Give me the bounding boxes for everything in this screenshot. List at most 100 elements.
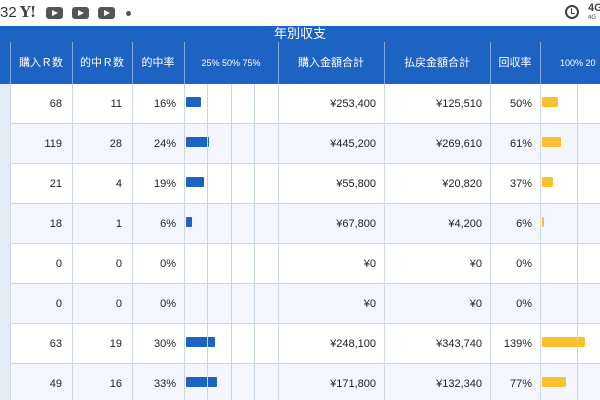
header-separator xyxy=(384,42,385,84)
cell-payout-total: ¥125,510 xyxy=(436,98,482,110)
notification-dot-icon xyxy=(126,11,131,16)
cell-payout-total: ¥343,740 xyxy=(436,338,482,350)
table-header: 購入Ｒ数 的中Ｒ数 的中率 25% 50% 75% 購入金額合計 払戻金額合計 … xyxy=(0,42,600,84)
cell-hit-races: 11 xyxy=(110,98,122,110)
header-recovery-rate[interactable]: 回収率 xyxy=(498,57,532,69)
table-row[interactable]: 18 1 6% ¥67,800 ¥4,200 6% xyxy=(0,204,600,244)
hit-rate-bar xyxy=(186,177,205,187)
header-recovery-scale: 100% 20 xyxy=(560,58,596,68)
hit-rate-gridline-75 xyxy=(254,84,255,400)
table-row[interactable]: 68 11 16% ¥253,400 ¥125,510 50% xyxy=(0,84,600,124)
cell-payout-total: ¥0 xyxy=(469,298,482,310)
status-bar: 32 Y! 4G 4G xyxy=(0,0,600,26)
cell-hit-races: 1 xyxy=(115,218,122,230)
recovery-rate-bar xyxy=(542,217,544,227)
youtube-icon xyxy=(98,7,115,19)
cell-hit-races: 0 xyxy=(115,298,122,310)
hit-rate-bar xyxy=(186,337,215,347)
cell-recovery-rate: 37% xyxy=(509,178,532,190)
network-type: 4G xyxy=(588,2,600,14)
cell-payout-total: ¥20,820 xyxy=(442,178,482,190)
cell-purchase-total: ¥445,200 xyxy=(330,138,376,150)
table-row[interactable]: 119 28 24% ¥445,200 ¥269,610 61% xyxy=(0,124,600,164)
network-sub: 4G xyxy=(588,15,597,21)
cell-hit-races: 16 xyxy=(109,378,122,390)
table-row[interactable]: 63 19 30% ¥248,100 ¥343,740 139% xyxy=(0,324,600,364)
cell-hit-rate: 19% xyxy=(153,178,176,190)
header-purchase-total[interactable]: 購入金額合計 xyxy=(298,57,364,69)
cell-recovery-rate: 139% xyxy=(503,338,532,350)
hit-rate-gridline-50 xyxy=(231,84,232,400)
column-separator xyxy=(132,84,133,400)
hit-rate-bar xyxy=(186,97,202,107)
header-hit-rate-scale: 25% 50% 75% xyxy=(201,58,261,68)
header-purchase-races[interactable]: 購入Ｒ数 xyxy=(19,57,63,69)
cell-hit-rate: 6% xyxy=(160,218,176,230)
hit-rate-bar xyxy=(186,377,218,387)
status-time: 32 xyxy=(0,4,17,21)
cell-purchase-races: 0 xyxy=(55,258,62,270)
cell-recovery-rate: 61% xyxy=(509,138,532,150)
cell-payout-total: ¥269,610 xyxy=(436,138,482,150)
row-year-stub xyxy=(0,244,10,284)
cell-hit-rate: 33% xyxy=(153,378,176,390)
cell-purchase-races: 68 xyxy=(49,98,62,110)
cell-hit-races: 19 xyxy=(109,338,122,350)
cell-hit-rate: 24% xyxy=(153,138,176,150)
header-separator xyxy=(490,42,491,84)
recovery-gridline-100 xyxy=(577,84,578,400)
column-separator xyxy=(278,84,279,400)
cell-recovery-rate: 6% xyxy=(516,218,532,230)
column-separator xyxy=(10,84,11,400)
youtube-icon xyxy=(72,7,89,19)
cell-purchase-races: 119 xyxy=(44,138,62,150)
row-year-stub xyxy=(0,164,10,204)
table-row[interactable]: 0 0 0% ¥0 ¥0 0% xyxy=(0,244,600,284)
cell-purchase-total: ¥0 xyxy=(363,258,376,270)
cell-purchase-races: 0 xyxy=(55,298,62,310)
cell-purchase-races: 21 xyxy=(49,178,62,190)
cell-purchase-races: 63 xyxy=(49,338,62,350)
page-title: 年別収支 xyxy=(0,26,600,42)
cell-purchase-races: 49 xyxy=(49,378,62,390)
cell-recovery-rate: 0% xyxy=(516,258,532,270)
hit-rate-bar xyxy=(186,137,209,147)
column-separator xyxy=(384,84,385,400)
cell-purchase-races: 18 xyxy=(49,218,62,230)
cell-payout-total: ¥4,200 xyxy=(448,218,482,230)
header-separator xyxy=(72,42,73,84)
cell-hit-rate: 0% xyxy=(160,258,176,270)
youtube-icon xyxy=(46,7,63,19)
column-separator xyxy=(184,84,185,400)
recovery-rate-bar xyxy=(542,177,554,187)
cell-recovery-rate: 50% xyxy=(509,98,532,110)
recovery-rate-bar xyxy=(542,137,561,147)
cell-hit-rate: 0% xyxy=(160,298,176,310)
network-indicator: 4G 4G xyxy=(588,3,600,23)
cell-purchase-total: ¥171,800 xyxy=(330,378,376,390)
header-separator xyxy=(184,42,185,84)
yahoo-icon: Y! xyxy=(20,3,36,21)
table-row[interactable]: 21 4 19% ¥55,800 ¥20,820 37% xyxy=(0,164,600,204)
column-separator xyxy=(72,84,73,400)
cell-purchase-total: ¥55,800 xyxy=(336,178,376,190)
cell-purchase-total: ¥248,100 xyxy=(330,338,376,350)
header-payout-total[interactable]: 払戻金額合計 xyxy=(404,57,470,69)
header-separator xyxy=(10,42,11,84)
column-separator xyxy=(540,84,541,400)
header-hit-races[interactable]: 的中Ｒ数 xyxy=(80,57,124,69)
cell-purchase-total: ¥67,800 xyxy=(336,218,376,230)
cell-payout-total: ¥0 xyxy=(469,258,482,270)
alarm-icon xyxy=(565,5,579,19)
table-row[interactable]: 0 0 0% ¥0 ¥0 0% xyxy=(0,284,600,324)
recovery-rate-bar xyxy=(542,97,558,107)
recovery-rate-bar xyxy=(542,377,566,387)
cell-recovery-rate: 77% xyxy=(509,378,532,390)
row-year-stub xyxy=(0,324,10,364)
table-row[interactable]: 49 16 33% ¥171,800 ¥132,340 77% xyxy=(0,364,600,400)
hit-rate-gridline-25 xyxy=(207,84,208,400)
cell-hit-races: 0 xyxy=(115,258,122,270)
row-year-stub xyxy=(0,84,10,124)
header-hit-rate[interactable]: 的中率 xyxy=(141,57,175,69)
row-year-stub xyxy=(0,124,10,164)
